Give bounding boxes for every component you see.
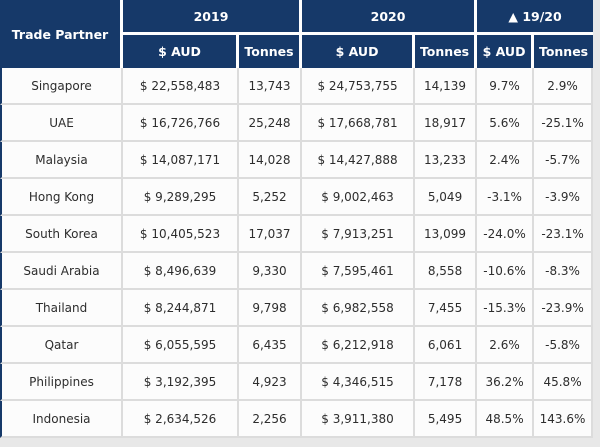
- table-row: Malaysia $ 14,087,171 14,028 $ 14,427,88…: [0, 142, 594, 179]
- trade-partner-table: Trade Partner 2019 2020 ▲ 19/20 $ AUD To…: [0, 0, 594, 438]
- tonnes-change-value: 2.9%: [534, 68, 594, 105]
- tonnes-change-value: -8.3%: [534, 253, 594, 290]
- trade-partner-column-header: Trade Partner: [0, 0, 123, 68]
- aud-2019-value: $ 3,192,395: [123, 364, 239, 401]
- tonnes-change-value: -5.7%: [534, 142, 594, 179]
- aud-change-value: 48.5%: [477, 401, 535, 438]
- table-row: Singapore $ 22,558,483 13,743 $ 24,753,7…: [0, 68, 594, 105]
- tonnes-2019-value: 25,248: [239, 105, 303, 142]
- partner-name: Malaysia: [0, 142, 123, 179]
- tonnes-change-value: -23.1%: [534, 216, 594, 253]
- aud-2020-value: $ 9,002,463: [302, 179, 416, 216]
- table-row: Philippines $ 3,192,395 4,923 $ 4,346,51…: [0, 364, 594, 401]
- table-row: Indonesia $ 2,634,526 2,256 $ 3,911,380 …: [0, 401, 594, 438]
- partner-name: Hong Kong: [0, 179, 123, 216]
- tonnes-2019-value: 9,798: [239, 290, 303, 327]
- table-row: Saudi Arabia $ 8,496,639 9,330 $ 7,595,4…: [0, 253, 594, 290]
- aud-2020-value: $ 7,913,251: [302, 216, 416, 253]
- aud-change-value: 5.6%: [477, 105, 535, 142]
- aud-2019-value: $ 8,496,639: [123, 253, 239, 290]
- year-group-2019-header: 2019: [123, 0, 303, 35]
- table-header: Trade Partner 2019 2020 ▲ 19/20 $ AUD To…: [0, 0, 594, 68]
- aud-2019-value: $ 22,558,483: [123, 68, 239, 105]
- partner-name: Thailand: [0, 290, 123, 327]
- table-row: South Korea $ 10,405,523 17,037 $ 7,913,…: [0, 216, 594, 253]
- year-group-2020-header: 2020: [302, 0, 478, 35]
- table-row: Hong Kong $ 9,289,295 5,252 $ 9,002,463 …: [0, 179, 594, 216]
- tonnes-2020-value: 5,049: [415, 179, 478, 216]
- aud-change-value: 2.4%: [477, 142, 535, 179]
- change-group-19-20-header: ▲ 19/20: [477, 0, 594, 35]
- tonnes-2020-value: 14,139: [415, 68, 478, 105]
- aud-change-column-header: $ AUD: [477, 35, 535, 68]
- aud-2020-value: $ 14,427,888: [302, 142, 416, 179]
- partner-name: Philippines: [0, 364, 123, 401]
- tonnes-2020-value: 6,061: [415, 327, 478, 364]
- aud-2019-value: $ 10,405,523: [123, 216, 239, 253]
- aud-2020-column-header: $ AUD: [302, 35, 416, 68]
- aud-change-value: -24.0%: [477, 216, 535, 253]
- tonnes-2020-value: 5,495: [415, 401, 478, 438]
- tonnes-change-value: -5.8%: [534, 327, 594, 364]
- tonnes-change-value: -25.1%: [534, 105, 594, 142]
- partner-name: Singapore: [0, 68, 123, 105]
- aud-2020-value: $ 6,212,918: [302, 327, 416, 364]
- partner-name: Qatar: [0, 327, 123, 364]
- aud-change-value: 2.6%: [477, 327, 535, 364]
- table-row: Qatar $ 6,055,595 6,435 $ 6,212,918 6,06…: [0, 327, 594, 364]
- partner-name: South Korea: [0, 216, 123, 253]
- tonnes-change-column-header: Tonnes: [534, 35, 594, 68]
- tonnes-2019-column-header: Tonnes: [239, 35, 303, 68]
- partner-name: UAE: [0, 105, 123, 142]
- table-body: Singapore $ 22,558,483 13,743 $ 24,753,7…: [0, 68, 594, 438]
- tonnes-2019-value: 17,037: [239, 216, 303, 253]
- tonnes-2020-value: 7,455: [415, 290, 478, 327]
- aud-2020-value: $ 24,753,755: [302, 68, 416, 105]
- tonnes-2019-value: 13,743: [239, 68, 303, 105]
- aud-change-value: 9.7%: [477, 68, 535, 105]
- aud-2019-value: $ 6,055,595: [123, 327, 239, 364]
- tonnes-2020-value: 18,917: [415, 105, 478, 142]
- aud-2020-value: $ 6,982,558: [302, 290, 416, 327]
- aud-2019-value: $ 14,087,171: [123, 142, 239, 179]
- sub-header-row: $ AUD Tonnes $ AUD Tonnes $ AUD Tonnes: [0, 35, 594, 68]
- tonnes-change-value: 45.8%: [534, 364, 594, 401]
- tonnes-2020-column-header: Tonnes: [415, 35, 478, 68]
- aud-2019-value: $ 9,289,295: [123, 179, 239, 216]
- aud-2020-value: $ 3,911,380: [302, 401, 416, 438]
- tonnes-2020-value: 13,099: [415, 216, 478, 253]
- aud-2019-value: $ 8,244,871: [123, 290, 239, 327]
- tonnes-change-value: 143.6%: [534, 401, 594, 438]
- table-row: UAE $ 16,726,766 25,248 $ 17,668,781 18,…: [0, 105, 594, 142]
- tonnes-2019-value: 9,330: [239, 253, 303, 290]
- aud-change-value: 36.2%: [477, 364, 535, 401]
- partner-name: Saudi Arabia: [0, 253, 123, 290]
- aud-2020-value: $ 4,346,515: [302, 364, 416, 401]
- tonnes-2020-value: 7,178: [415, 364, 478, 401]
- tonnes-2020-value: 13,233: [415, 142, 478, 179]
- tonnes-2019-value: 2,256: [239, 401, 303, 438]
- partner-name: Indonesia: [0, 401, 123, 438]
- aud-change-value: -15.3%: [477, 290, 535, 327]
- aud-2019-value: $ 16,726,766: [123, 105, 239, 142]
- aud-change-value: -10.6%: [477, 253, 535, 290]
- tonnes-2019-value: 4,923: [239, 364, 303, 401]
- tonnes-change-value: -3.9%: [534, 179, 594, 216]
- tonnes-2019-value: 6,435: [239, 327, 303, 364]
- aud-2019-value: $ 2,634,526: [123, 401, 239, 438]
- aud-2020-value: $ 17,668,781: [302, 105, 416, 142]
- tonnes-2019-value: 5,252: [239, 179, 303, 216]
- tonnes-2019-value: 14,028: [239, 142, 303, 179]
- tonnes-change-value: -23.9%: [534, 290, 594, 327]
- tonnes-2020-value: 8,558: [415, 253, 478, 290]
- aud-2019-column-header: $ AUD: [123, 35, 239, 68]
- aud-change-value: -3.1%: [477, 179, 535, 216]
- aud-2020-value: $ 7,595,461: [302, 253, 416, 290]
- table-row: Thailand $ 8,244,871 9,798 $ 6,982,558 7…: [0, 290, 594, 327]
- group-header-row: Trade Partner 2019 2020 ▲ 19/20: [0, 0, 594, 68]
